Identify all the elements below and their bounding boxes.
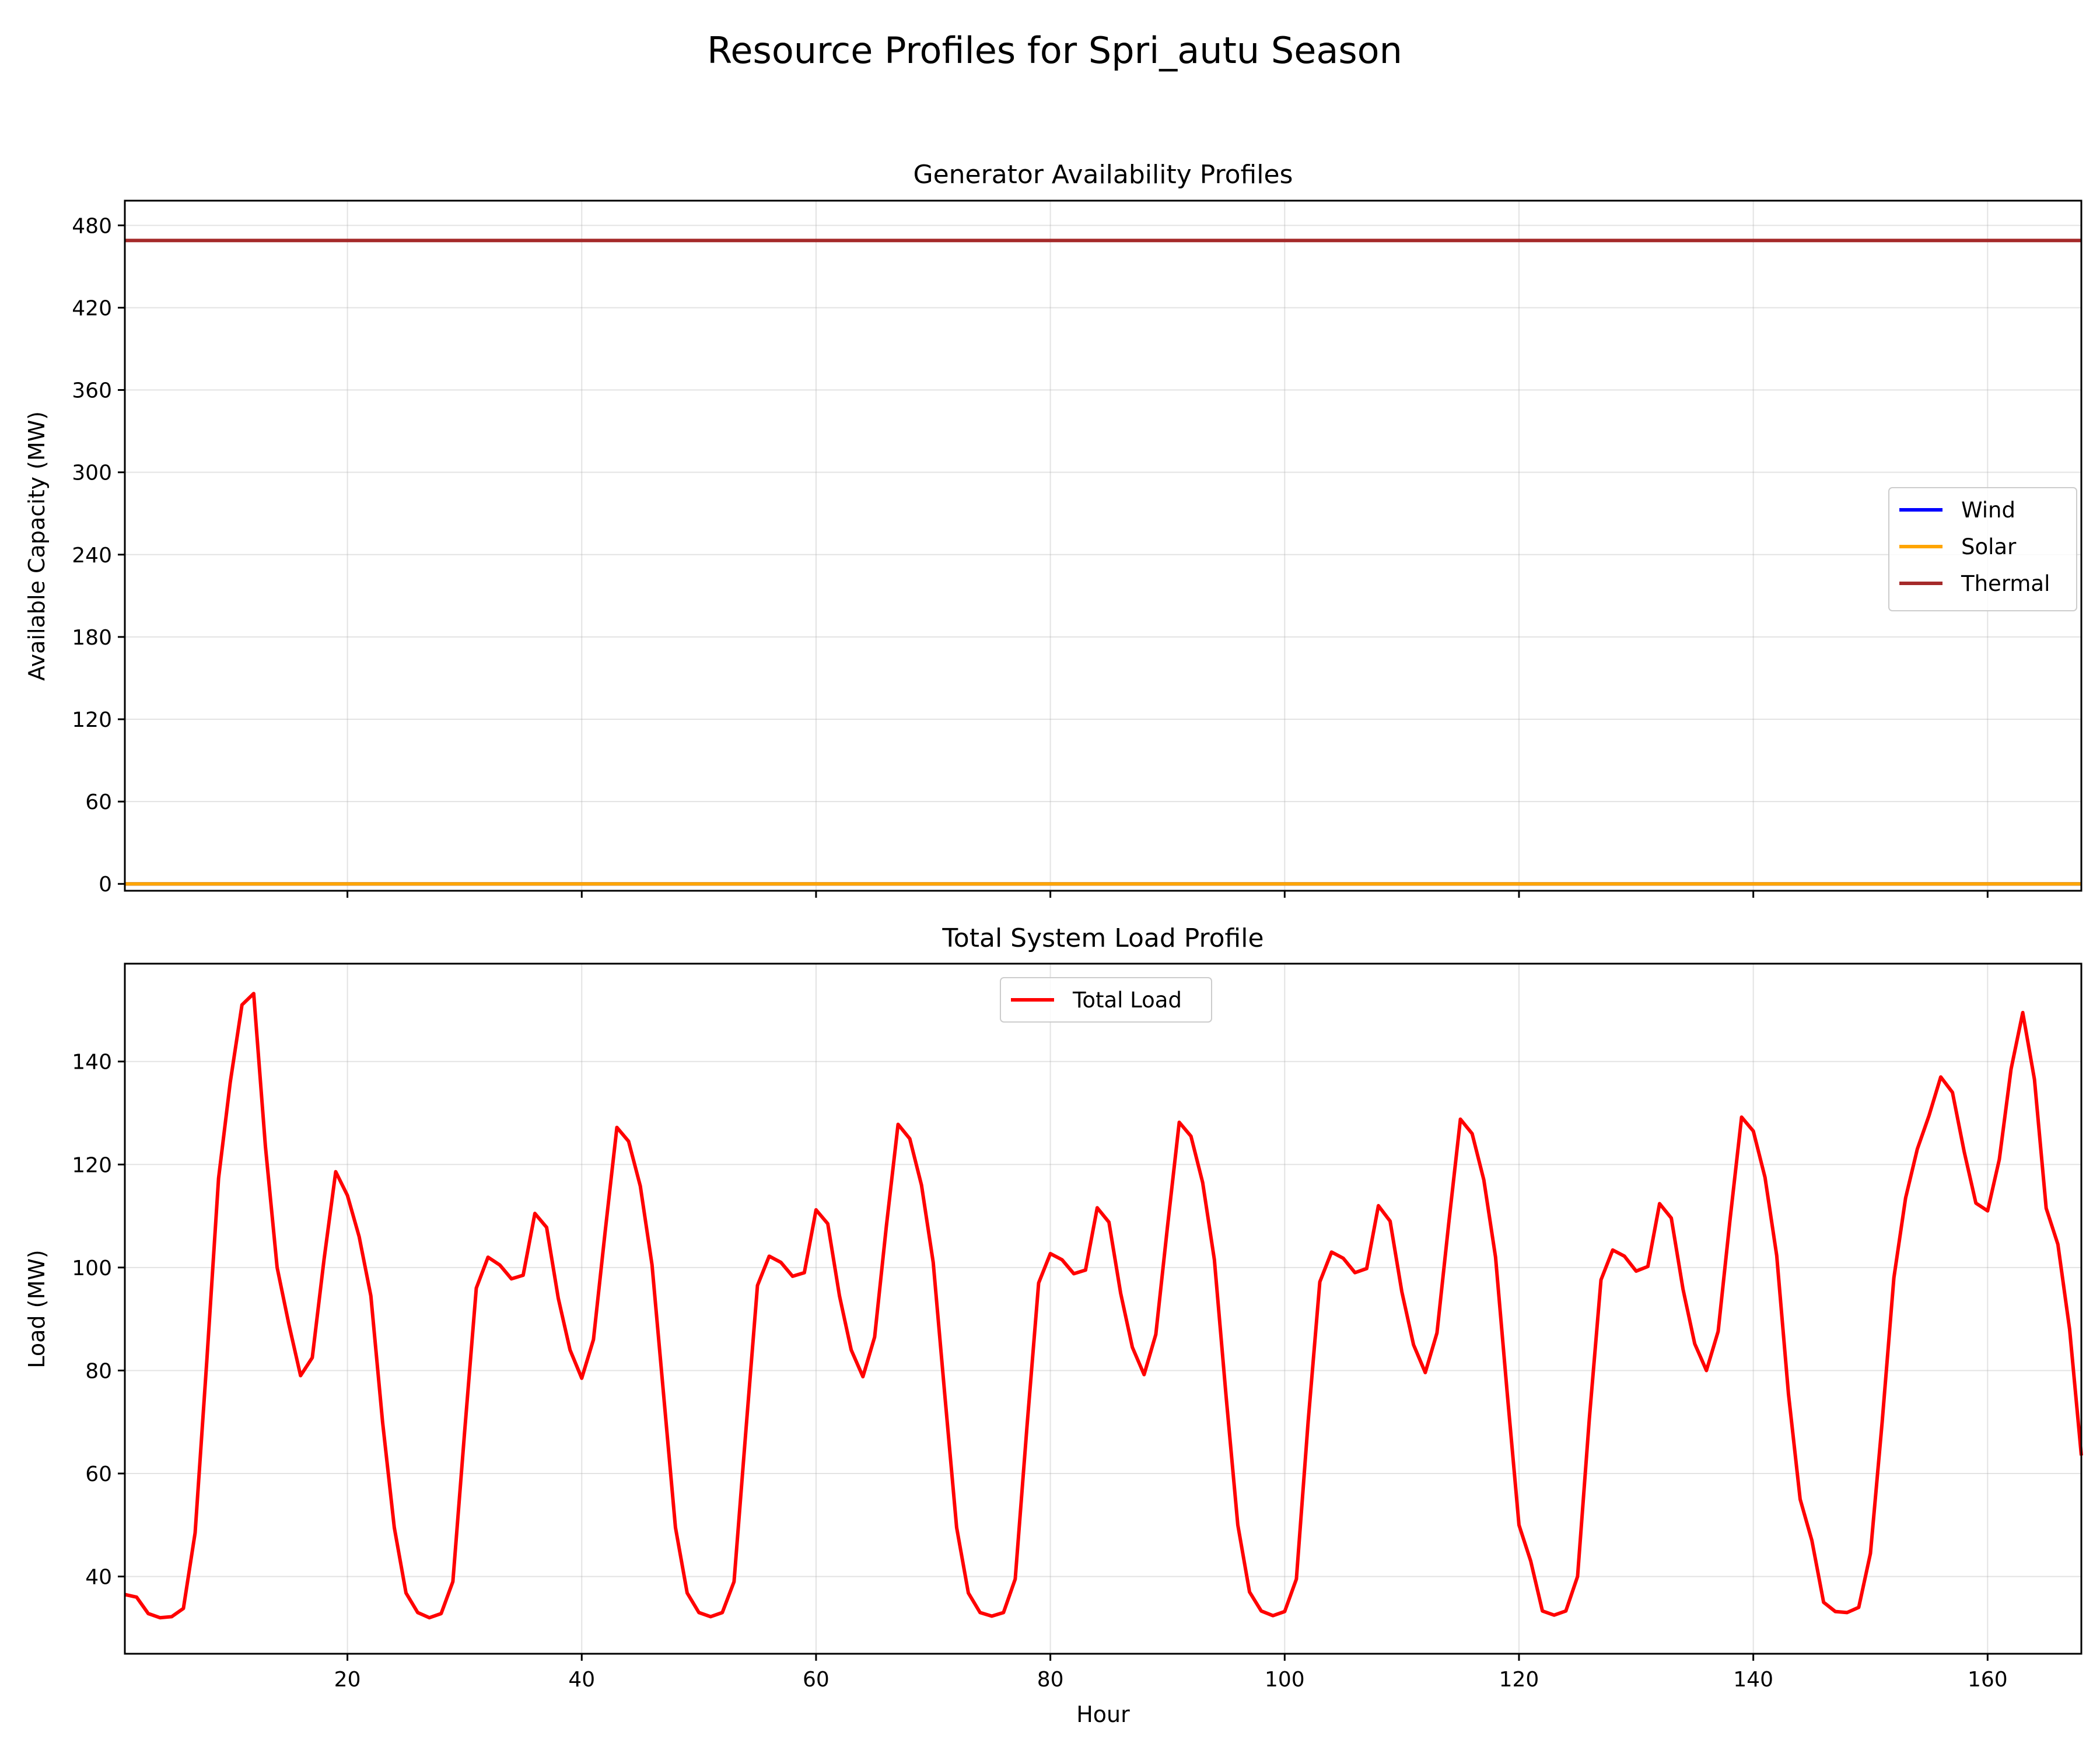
load-y-tick-label: 80 bbox=[85, 1359, 112, 1383]
availability-panel-title: Generator Availability Profiles bbox=[914, 160, 1293, 190]
load-x-tick-label: 100 bbox=[1265, 1668, 1305, 1692]
availability-legend: Wind Solar Thermal bbox=[1888, 487, 2077, 611]
legend-label-wind: Wind bbox=[1961, 498, 2015, 523]
load-x-axis-label: Hour bbox=[1076, 1702, 1130, 1727]
availability-y-tick-label: 480 bbox=[72, 214, 112, 238]
availability-y-tick-label: 60 bbox=[85, 790, 112, 814]
legend-label-solar: Solar bbox=[1961, 534, 2017, 559]
legend-label-thermal: Thermal bbox=[1961, 571, 2050, 596]
load-y-tick-label: 40 bbox=[85, 1566, 112, 1590]
load-y-tick-label: 100 bbox=[72, 1256, 112, 1280]
availability-y-tick-label: 300 bbox=[72, 461, 112, 485]
load-legend: Total Load bbox=[1000, 977, 1212, 1023]
load-x-tick-label: 80 bbox=[1037, 1668, 1064, 1692]
load-y-tick-label: 120 bbox=[72, 1153, 112, 1177]
load-panel-title: Total System Load Profile bbox=[942, 923, 1264, 953]
availability-y-tick-label: 120 bbox=[72, 708, 112, 732]
load-legend-box bbox=[1000, 977, 1212, 1023]
load-x-tick-label: 20 bbox=[334, 1668, 361, 1692]
load-y-tick-label: 60 bbox=[85, 1462, 112, 1486]
figure-title: Resource Profiles for Spri_autu Season bbox=[707, 29, 1402, 72]
load-x-tick-label: 40 bbox=[568, 1668, 595, 1692]
load-x-tick-label: 140 bbox=[1733, 1668, 1773, 1692]
availability-y-tick-label: 360 bbox=[72, 379, 112, 403]
legend-label-total-load: Total Load bbox=[1072, 988, 1182, 1013]
load-y-tick-label: 140 bbox=[72, 1051, 112, 1074]
availability-legend-box bbox=[1888, 487, 2077, 611]
load-x-tick-label: 120 bbox=[1499, 1668, 1539, 1692]
load-y-axis-label: Load (MW) bbox=[24, 1250, 50, 1368]
availability-panel: Generator Availability Profiles 0 60 120 18… bbox=[24, 160, 2082, 898]
load-panel: Total System Load Profile 20 40 60 80 100 120… bbox=[24, 923, 2083, 1727]
availability-y-tick-label: 0 bbox=[99, 873, 112, 897]
load-x-tick-label: 60 bbox=[803, 1668, 830, 1692]
total-load-series-line bbox=[124, 992, 2083, 1620]
availability-y-tick-label: 420 bbox=[72, 296, 112, 320]
availability-y-axis-label: Available Capacity (MW) bbox=[24, 411, 50, 681]
load-x-tick-label: 160 bbox=[1968, 1668, 2008, 1692]
load-plot-frame bbox=[124, 963, 2082, 1655]
availability-plot-frame bbox=[124, 200, 2082, 892]
availability-y-tick-label: 180 bbox=[72, 626, 112, 650]
availability-y-tick-label: 240 bbox=[72, 544, 112, 568]
